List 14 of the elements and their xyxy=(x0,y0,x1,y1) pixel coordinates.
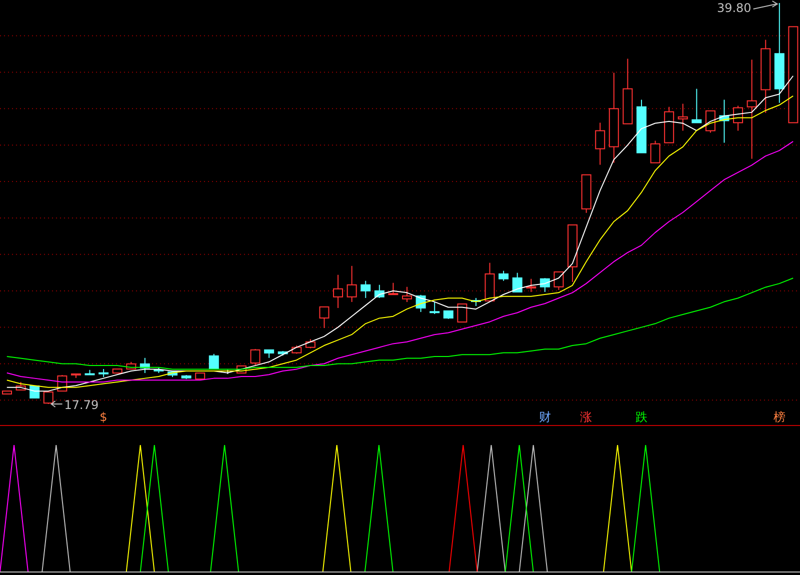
candlestick xyxy=(678,103,688,132)
text: 涨 xyxy=(580,410,592,424)
candlestick xyxy=(346,265,357,302)
text: $ xyxy=(100,410,108,424)
text: 财 xyxy=(538,410,551,424)
candlestick xyxy=(595,122,606,166)
candlestick xyxy=(608,72,619,164)
annotation: 39.80 xyxy=(716,1,752,15)
text: 榜 xyxy=(773,410,786,424)
text: 跌 xyxy=(635,410,648,424)
candlestick xyxy=(333,274,344,308)
candlestick xyxy=(774,3,784,104)
annotation: 17.79 xyxy=(64,398,99,412)
candlestick xyxy=(746,59,757,160)
